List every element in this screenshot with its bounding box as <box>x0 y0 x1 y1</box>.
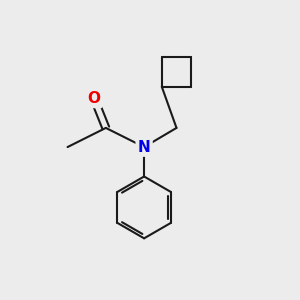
Text: O: O <box>88 91 100 106</box>
Text: N: N <box>138 140 151 154</box>
